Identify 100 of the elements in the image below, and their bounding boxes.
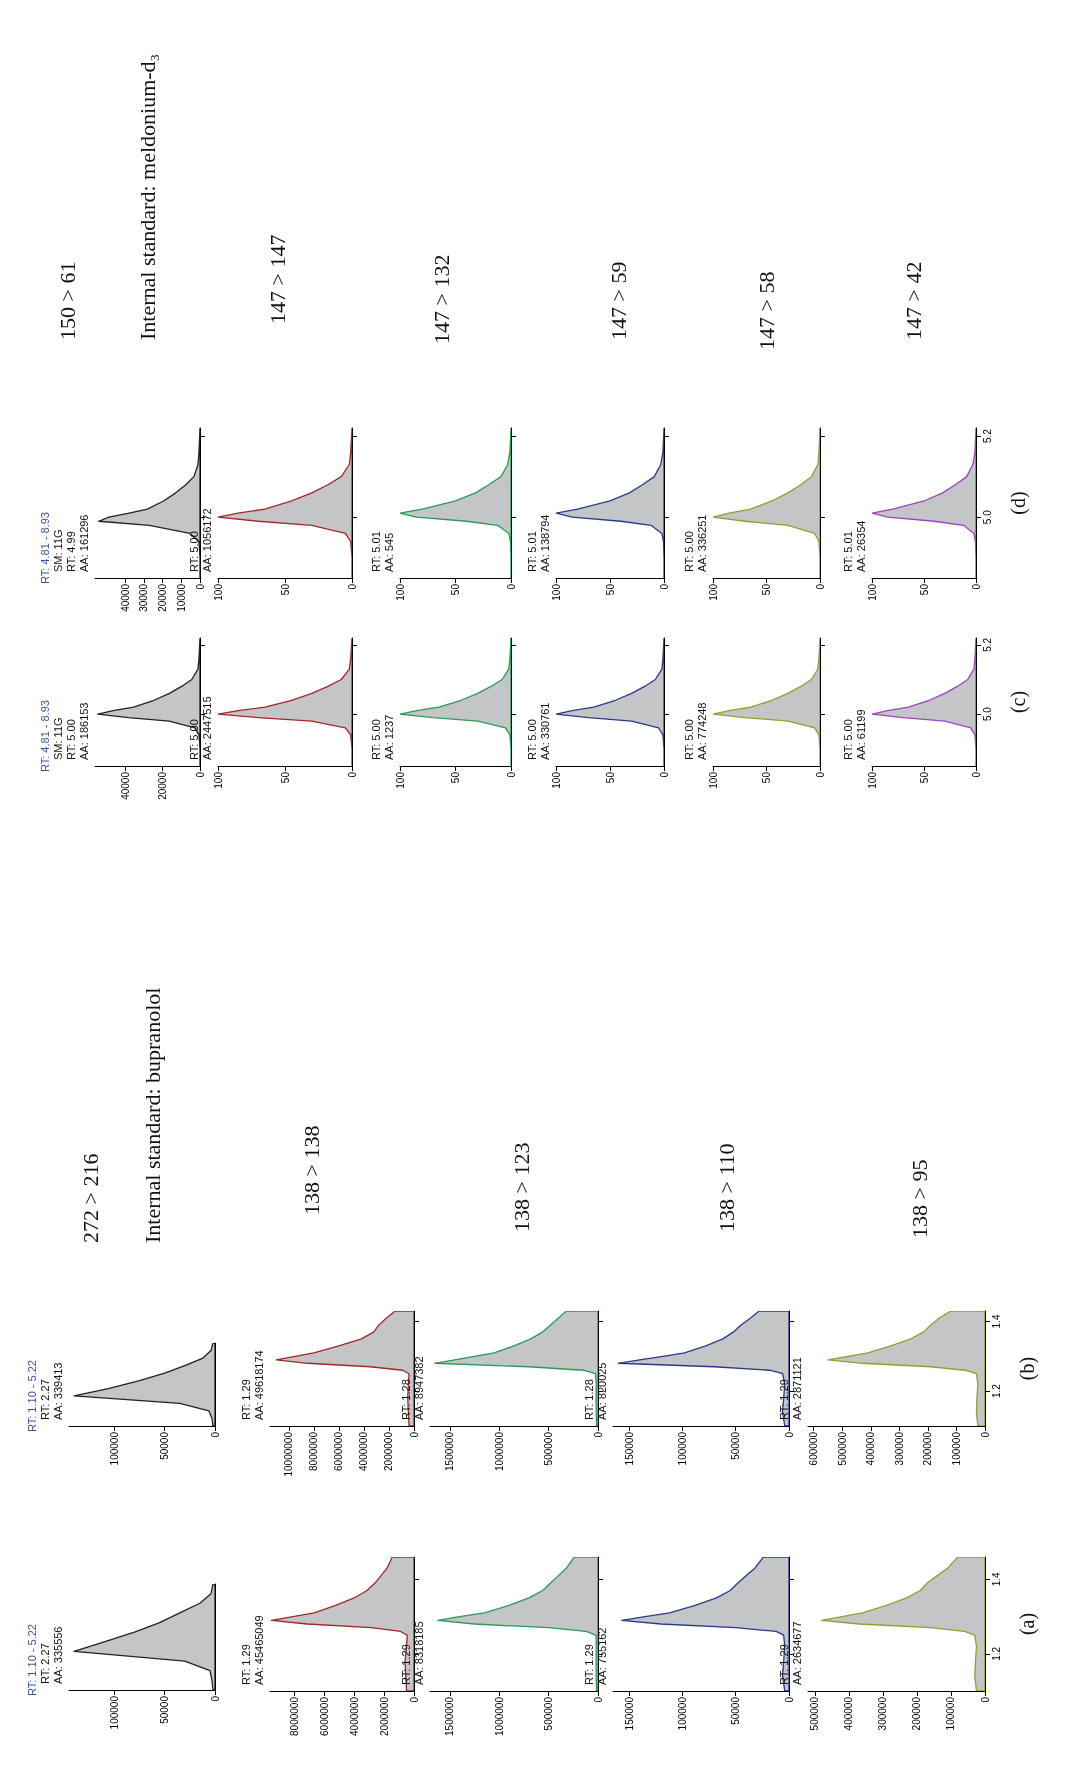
text: RT: 5.00 bbox=[683, 531, 696, 572]
text: AA: 336251 bbox=[696, 514, 709, 572]
x-tick-label: 50 bbox=[761, 583, 772, 596]
text: AA: 26354 bbox=[855, 520, 868, 572]
x-tick-label: 0 bbox=[814, 771, 826, 778]
x-tick-label: 200000 bbox=[911, 1696, 923, 1731]
x-tick-label: 0 bbox=[979, 1696, 991, 1703]
y-axis-title: (a) bbox=[1016, 1612, 1039, 1636]
x-tick-label: 2000000 bbox=[383, 1431, 395, 1471]
x-tick-label: 0 bbox=[658, 771, 670, 778]
text: 147 > 59 bbox=[606, 261, 631, 340]
x-tick-label: 100000 bbox=[676, 1696, 688, 1731]
x-tick-label: 600000 bbox=[808, 1431, 820, 1466]
x-tick-label: 0 bbox=[814, 583, 826, 590]
x-tick-label: 2000000 bbox=[378, 1696, 390, 1736]
text: AA: 138794 bbox=[539, 514, 552, 572]
text: RT: 5.00 bbox=[842, 719, 855, 760]
text: RT: 5.00 bbox=[370, 719, 383, 760]
x-tick-label: 100000 bbox=[950, 1431, 962, 1466]
x-tick-label: 300000 bbox=[893, 1431, 905, 1466]
annotation: AA: 8318185 bbox=[413, 1621, 426, 1685]
x-tick-label: 0 bbox=[970, 583, 982, 590]
text: AA: 339413 bbox=[52, 1362, 65, 1420]
x-tick-label: 4000000 bbox=[348, 1696, 360, 1736]
text: AA: 45465049 bbox=[253, 1615, 266, 1685]
x-tick-label: 1000000 bbox=[493, 1696, 505, 1736]
x-tick-label: 8000000 bbox=[308, 1431, 320, 1471]
x-tick-label: 0 bbox=[658, 583, 670, 590]
x-tick-label: 200000 bbox=[922, 1431, 934, 1466]
x-tick-label: 50 bbox=[604, 583, 616, 596]
text: 147 > 42 bbox=[901, 261, 926, 340]
x-tick-label: 1000000 bbox=[493, 1431, 505, 1471]
text: RT: 1.10 - 5.22 bbox=[26, 1360, 39, 1432]
y-tick-label: 5.2 bbox=[981, 428, 993, 444]
y-tick-label: 5.0 bbox=[981, 509, 993, 525]
x-tick-label: 400000 bbox=[865, 1431, 877, 1466]
y-tick-label: 5.0 bbox=[981, 706, 993, 722]
y-tick-label: 1.2 bbox=[990, 1646, 1002, 1661]
text: RT: 2.27 bbox=[39, 1379, 52, 1420]
x-tick-label: 500000 bbox=[836, 1431, 848, 1466]
text: RT: 1.29 bbox=[240, 1644, 253, 1685]
x-tick-label: 400000 bbox=[843, 1696, 855, 1731]
x-tick-label: 50 bbox=[450, 771, 461, 784]
x-tick-label: 100 bbox=[550, 583, 562, 601]
x-tick-label: 500000 bbox=[543, 1696, 555, 1731]
text: 147 > 58 bbox=[754, 271, 779, 350]
x-tick-label: 0 bbox=[592, 1431, 604, 1438]
x-tick-label: 6000000 bbox=[333, 1431, 345, 1471]
x-tick-label: 40000 bbox=[119, 583, 131, 612]
text: RT: 5.01 bbox=[370, 531, 383, 572]
annotation: AA: 755162 bbox=[596, 1627, 609, 1685]
x-tick-label: 100 bbox=[394, 771, 406, 789]
x-tick-label: 10000000 bbox=[283, 1431, 295, 1477]
x-tick-label: 150000 bbox=[623, 1431, 635, 1466]
text: RT: 1.10 - 5.22 bbox=[26, 1624, 39, 1696]
text: RT: 4.99 bbox=[65, 531, 78, 572]
text: Internal standard: meldonium-d₃ bbox=[135, 53, 160, 340]
annotation: RT: 1.29 bbox=[778, 1644, 791, 1685]
x-tick-label: 50000 bbox=[730, 1696, 742, 1725]
text: AA: 545 bbox=[383, 532, 396, 572]
text: AA: 774248 bbox=[696, 702, 709, 760]
x-tick-label: 0 bbox=[505, 771, 517, 778]
text: 272 > 216 bbox=[78, 1153, 103, 1243]
x-tick-label: 0 bbox=[194, 583, 206, 590]
text: 150 > 61 bbox=[55, 261, 80, 340]
annotation: RT: 5.00 bbox=[188, 719, 201, 760]
y-tick-label: 1.4 bbox=[990, 1571, 1002, 1587]
x-tick-label: 50 bbox=[450, 583, 461, 596]
x-tick-label: 100 bbox=[707, 771, 719, 789]
text: Internal standard: bupranolol bbox=[140, 987, 165, 1243]
x-tick-label: 6000000 bbox=[318, 1696, 330, 1736]
x-tick-label: 0 bbox=[209, 1695, 221, 1702]
x-tick-label: 50 bbox=[604, 771, 616, 784]
text: SM: 11G bbox=[52, 529, 65, 572]
text: RT: 2.27 bbox=[39, 1643, 52, 1684]
x-tick-label: 0 bbox=[505, 583, 517, 590]
x-tick-label: 100 bbox=[394, 583, 406, 601]
text: AA: 161296 bbox=[78, 514, 91, 572]
x-tick-label: 1500000 bbox=[444, 1696, 456, 1736]
x-tick-label: 4000000 bbox=[358, 1431, 370, 1471]
text: AA: 2447515 bbox=[201, 696, 214, 760]
text: RT: 5.00 bbox=[65, 719, 78, 760]
x-tick-label: 50000 bbox=[730, 1431, 742, 1460]
x-tick-label: 300000 bbox=[877, 1696, 889, 1731]
text: RT: 4.81 - 8.93 bbox=[39, 700, 52, 772]
x-tick-label: 100000 bbox=[108, 1431, 120, 1466]
x-tick-label: 30000 bbox=[138, 583, 150, 612]
y-tick-label: 1.2 bbox=[990, 1383, 1002, 1399]
y-axis-title: (d) bbox=[1007, 491, 1030, 515]
text: 138 > 95 bbox=[907, 1159, 932, 1238]
x-tick-label: 0 bbox=[783, 1696, 795, 1703]
x-tick-label: 100000 bbox=[945, 1696, 957, 1731]
text: AA: 61199 bbox=[855, 709, 868, 760]
text: AA: 335556 bbox=[52, 1626, 65, 1684]
annotation: RT: 1.29 bbox=[400, 1644, 413, 1685]
x-tick-label: 150000 bbox=[623, 1696, 635, 1731]
text: RT: 5.01 bbox=[842, 531, 855, 572]
x-tick-label: 0 bbox=[783, 1431, 795, 1438]
x-tick-label: 1500000 bbox=[444, 1431, 456, 1471]
text: AA: 330761 bbox=[539, 702, 552, 760]
